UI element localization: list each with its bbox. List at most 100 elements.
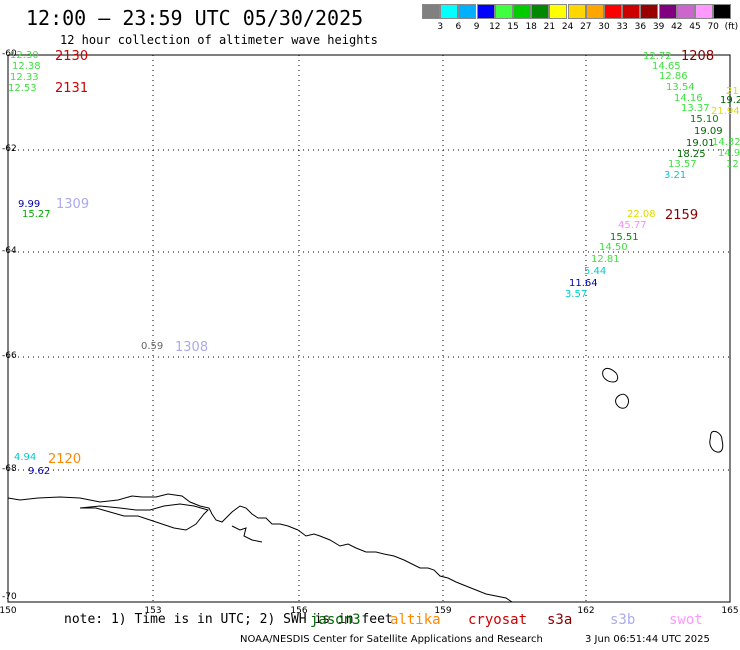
pass-time-label: 2130 xyxy=(55,49,89,64)
scale-swatch xyxy=(531,4,550,19)
satellite-legend-s3b: s3b xyxy=(610,612,636,628)
scale-tick-label: 30 xyxy=(598,22,610,32)
wave-height-label: 13.57 xyxy=(668,159,697,170)
scale-tick-label: 24 xyxy=(561,22,574,32)
satellite-legend-altika: altika xyxy=(390,612,441,628)
scale-tick-label: 45 xyxy=(689,22,701,32)
scale-swatch xyxy=(713,4,732,19)
wave-height-label: 45.77 xyxy=(618,220,647,231)
lat-label: -62 xyxy=(2,144,17,154)
scale-swatch xyxy=(549,4,568,19)
satellite-legend-jason3: jason3 xyxy=(310,612,361,628)
wave-height-label: 4.94 xyxy=(14,452,37,463)
scale-swatch xyxy=(676,4,695,19)
scale-tick-label: 18 xyxy=(525,22,537,32)
coast-inlet xyxy=(231,525,263,543)
wave-height-label: 5.44 xyxy=(584,266,607,277)
pass-time-label: 1208 xyxy=(681,49,715,64)
scale-tick-label: 36 xyxy=(634,22,647,32)
wave-height-label: 14.32 xyxy=(712,137,740,148)
lon-label: 162 xyxy=(577,606,595,616)
lat-label: -66 xyxy=(2,351,17,361)
scale-tick-label: 33 xyxy=(616,22,628,32)
wave-height-label: 13.54 xyxy=(666,82,695,93)
generated-timestamp: 3 Jun 06:51:44 UTC 2025 xyxy=(585,634,710,645)
scale-tick-label: 21 xyxy=(543,22,556,32)
wave-height-label: 14.16 xyxy=(674,93,703,104)
lon-label: 153 xyxy=(144,606,162,616)
wave-height-label: 12.72 xyxy=(643,51,672,62)
wave-height-label: 19.01 xyxy=(686,138,715,149)
wave-height-label: 13.37 xyxy=(681,103,710,114)
lon-label: 159 xyxy=(434,606,452,616)
wave-height-label: 12 xyxy=(726,159,739,170)
wave-height-label: 9.99 xyxy=(18,199,41,210)
scale-swatch xyxy=(458,4,477,19)
wave-height-label: 12.86 xyxy=(659,71,688,82)
pass-time-label: 2159 xyxy=(665,208,699,223)
wave-height-label: 19.2 xyxy=(720,95,740,106)
satellite-legend-s3a: s3a xyxy=(547,612,573,628)
scale-swatch xyxy=(440,4,459,19)
wave-height-label: 12.38 xyxy=(12,61,41,72)
satellite-legend-swot: swot xyxy=(669,612,703,628)
scale-tick-label: 70 xyxy=(707,22,719,32)
scale-tick-label: (ft) xyxy=(724,22,739,32)
island-3 xyxy=(709,431,724,453)
wave-height-label: 12.33 xyxy=(10,72,39,83)
island-1 xyxy=(602,367,619,383)
coastline xyxy=(7,367,724,603)
scale-swatch xyxy=(513,4,531,19)
scale-swatch xyxy=(494,4,513,19)
wave-height-label: 3.57 xyxy=(565,289,588,300)
wave-height-label: 11.64 xyxy=(569,278,598,289)
pass-time-label: 1308 xyxy=(175,340,209,355)
scale-swatch xyxy=(585,4,604,19)
gridlines xyxy=(8,55,730,602)
scale-swatch xyxy=(567,4,586,19)
wave-height-label: 12.81 xyxy=(591,254,620,265)
scale-swatch xyxy=(622,4,641,19)
scale-swatch xyxy=(640,4,659,19)
wave-height-label: 15.10 xyxy=(690,114,719,125)
scale-tick-label: 27 xyxy=(580,22,592,32)
plot-border xyxy=(7,54,731,603)
scale-tick-label: 15 xyxy=(507,22,519,32)
lon-label: 156 xyxy=(290,606,308,616)
wave-height-label: 14.65 xyxy=(652,61,681,72)
ice-shelf-loop xyxy=(79,503,209,531)
lat-label: -68 xyxy=(2,464,17,474)
scale-swatch xyxy=(422,4,440,19)
satellite-legend-cryosat: cryosat xyxy=(468,612,528,628)
wave-height-label: 12.30 xyxy=(10,50,39,61)
credit-line: NOAA/NESDIS Center for Satellite Applica… xyxy=(240,634,543,645)
footer-note: note: 1) Time is in UTC; 2) SWH is in fe… xyxy=(64,612,393,627)
page-subtitle: 12 hour collection of altimeter wave hei… xyxy=(60,33,378,47)
wave-height-label: 18.25 xyxy=(677,149,706,160)
wave-height-label: 14.9 xyxy=(718,148,740,159)
wave-height-label: 15.51 xyxy=(610,232,639,243)
wave-height-label: 0.59 xyxy=(141,341,164,352)
scale-tick-label: 9 xyxy=(473,22,480,32)
lat-label: -60 xyxy=(2,49,17,59)
wave-height-label: 14.50 xyxy=(599,242,628,253)
scale-tick-label: 39 xyxy=(652,22,665,32)
wave-height-label: 3.21 xyxy=(664,170,687,181)
wave-height-label: 22.08 xyxy=(627,209,656,220)
pass-time-label: 2120 xyxy=(48,452,82,467)
wave-height-label: 21 xyxy=(726,86,739,97)
lat-label: -70 xyxy=(2,592,17,602)
island-2 xyxy=(615,393,629,409)
scale-tick-label: 12 xyxy=(489,22,501,32)
scale-swatch xyxy=(658,4,677,19)
scale-tick-label: 3 xyxy=(437,22,444,32)
scale-tick-label: 42 xyxy=(671,22,683,32)
wave-height-label: 21.94 xyxy=(711,106,740,117)
pass-time-label: 1309 xyxy=(56,197,90,212)
scale-swatch xyxy=(476,4,495,19)
lon-label: 165 xyxy=(721,606,739,616)
antarctic-coastline xyxy=(7,493,513,603)
wave-height-label: 12.53 xyxy=(8,83,37,94)
wave-height-label: 19.09 xyxy=(694,126,723,137)
